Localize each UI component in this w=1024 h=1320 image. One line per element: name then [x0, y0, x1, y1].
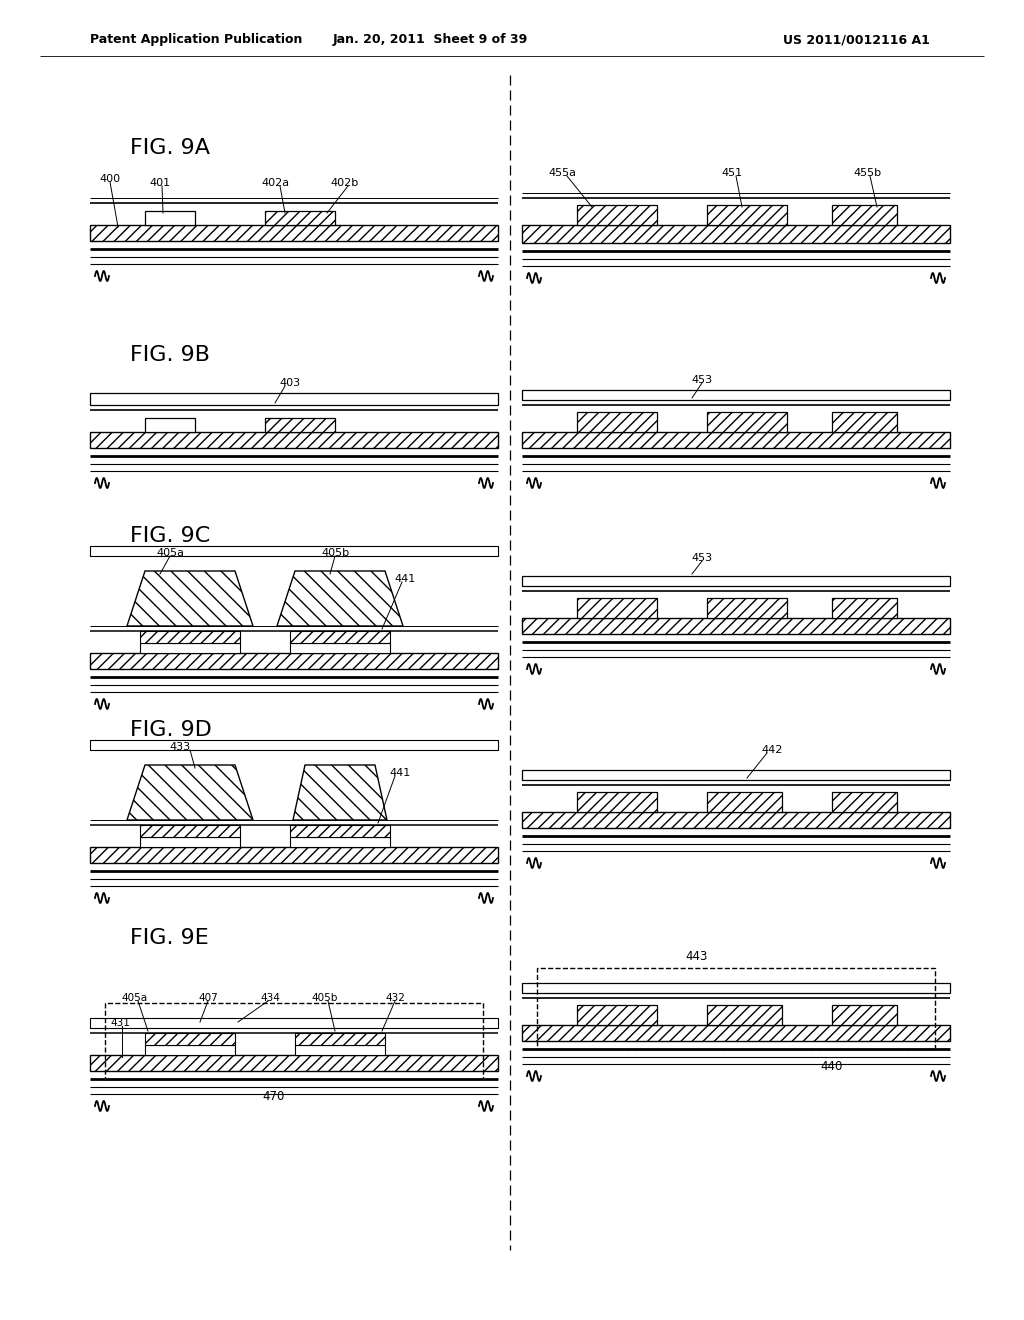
Bar: [831, 598, 897, 618]
Polygon shape: [278, 572, 403, 626]
Bar: [707, 205, 787, 224]
Bar: [90, 432, 498, 447]
Text: 443: 443: [686, 949, 709, 962]
Text: 405b: 405b: [312, 993, 338, 1003]
Bar: [140, 631, 240, 643]
Bar: [522, 576, 950, 586]
Bar: [145, 418, 195, 432]
Text: 440: 440: [821, 1060, 843, 1073]
Bar: [537, 968, 935, 1049]
Text: 432: 432: [385, 993, 404, 1003]
Bar: [90, 1018, 498, 1028]
Bar: [90, 1055, 498, 1071]
Bar: [90, 546, 498, 556]
Bar: [290, 837, 390, 847]
Bar: [140, 825, 240, 837]
Text: 451: 451: [722, 168, 742, 178]
Bar: [105, 1003, 483, 1078]
Bar: [290, 643, 390, 653]
Text: US 2011/0012116 A1: US 2011/0012116 A1: [783, 33, 930, 46]
Text: 402a: 402a: [261, 178, 289, 187]
Bar: [90, 847, 498, 863]
Polygon shape: [293, 766, 387, 820]
Bar: [707, 792, 782, 812]
Text: FIG. 9E: FIG. 9E: [130, 928, 209, 948]
Bar: [145, 1045, 234, 1055]
Text: 405b: 405b: [321, 548, 349, 558]
Bar: [522, 770, 950, 780]
Text: 453: 453: [691, 553, 713, 564]
Bar: [295, 1034, 385, 1045]
Bar: [90, 741, 498, 750]
Text: 470: 470: [263, 1090, 286, 1104]
Text: 441: 441: [394, 574, 416, 583]
Bar: [707, 598, 787, 618]
Bar: [522, 432, 950, 447]
Bar: [577, 205, 657, 224]
Bar: [90, 224, 498, 242]
Bar: [522, 812, 950, 828]
Text: 453: 453: [691, 375, 713, 385]
Polygon shape: [127, 766, 253, 820]
Text: 401: 401: [150, 178, 171, 187]
Bar: [707, 412, 787, 432]
Bar: [140, 837, 240, 847]
Text: 407: 407: [198, 993, 218, 1003]
Text: 441: 441: [389, 768, 411, 777]
Text: 431: 431: [110, 1018, 130, 1028]
Bar: [522, 618, 950, 634]
Bar: [831, 792, 897, 812]
Bar: [145, 211, 195, 224]
Bar: [577, 1005, 657, 1026]
Text: Patent Application Publication: Patent Application Publication: [90, 33, 302, 46]
Bar: [265, 211, 335, 224]
Bar: [522, 1026, 950, 1041]
Bar: [290, 631, 390, 643]
Text: FIG. 9C: FIG. 9C: [130, 525, 210, 546]
Bar: [90, 653, 498, 669]
Text: 405a: 405a: [122, 993, 148, 1003]
Bar: [577, 412, 657, 432]
Bar: [290, 825, 390, 837]
Text: Jan. 20, 2011  Sheet 9 of 39: Jan. 20, 2011 Sheet 9 of 39: [333, 33, 527, 46]
Bar: [577, 598, 657, 618]
Text: 405a: 405a: [156, 548, 184, 558]
Text: FIG. 9B: FIG. 9B: [130, 345, 210, 366]
Polygon shape: [127, 572, 253, 626]
Bar: [90, 393, 498, 405]
Text: 433: 433: [169, 742, 190, 752]
Text: 455b: 455b: [853, 168, 881, 178]
Text: 400: 400: [99, 174, 121, 183]
Text: FIG. 9D: FIG. 9D: [130, 719, 212, 741]
Text: 402b: 402b: [331, 178, 359, 187]
Text: 455a: 455a: [548, 168, 575, 178]
Bar: [145, 1034, 234, 1045]
Text: FIG. 9A: FIG. 9A: [130, 139, 210, 158]
Bar: [577, 792, 657, 812]
Bar: [295, 1045, 385, 1055]
Text: 403: 403: [280, 378, 301, 388]
Bar: [831, 205, 897, 224]
Bar: [265, 418, 335, 432]
Text: 434: 434: [260, 993, 280, 1003]
Bar: [707, 1005, 782, 1026]
Bar: [522, 983, 950, 993]
Bar: [831, 1005, 897, 1026]
Bar: [140, 643, 240, 653]
Bar: [522, 389, 950, 400]
Bar: [522, 224, 950, 243]
Text: 442: 442: [761, 744, 782, 755]
Bar: [831, 412, 897, 432]
